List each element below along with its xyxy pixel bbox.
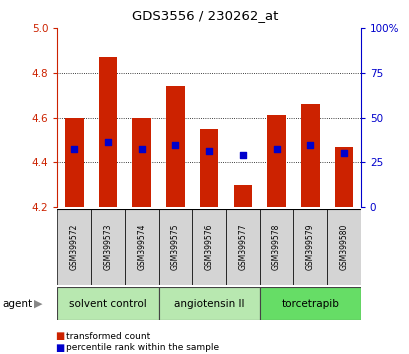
- Text: GDS3556 / 230262_at: GDS3556 / 230262_at: [131, 9, 278, 22]
- Text: ■: ■: [55, 343, 65, 353]
- Bar: [192, 209, 225, 285]
- Text: GSM399573: GSM399573: [103, 224, 112, 270]
- Bar: [300, 104, 319, 207]
- Bar: [293, 209, 326, 285]
- Text: GSM399577: GSM399577: [238, 224, 247, 270]
- Bar: [225, 209, 259, 285]
- Point: [340, 150, 346, 156]
- Bar: [57, 209, 91, 285]
- Point: [71, 146, 77, 152]
- Bar: [57, 287, 158, 320]
- Text: GSM399574: GSM399574: [137, 224, 146, 270]
- Text: percentile rank within the sample: percentile rank within the sample: [65, 343, 218, 352]
- Point: [272, 146, 279, 152]
- Point: [104, 139, 111, 145]
- Text: GSM399576: GSM399576: [204, 224, 213, 270]
- Bar: [259, 209, 293, 285]
- Text: agent: agent: [2, 298, 32, 309]
- Bar: [158, 209, 192, 285]
- Bar: [158, 287, 259, 320]
- Bar: [233, 185, 252, 207]
- Bar: [132, 118, 151, 207]
- Point: [239, 152, 245, 158]
- Text: torcetrapib: torcetrapib: [281, 298, 338, 309]
- Text: transformed count: transformed count: [65, 332, 149, 341]
- Text: GSM399578: GSM399578: [271, 224, 280, 270]
- Bar: [326, 209, 360, 285]
- Point: [172, 142, 178, 147]
- Point: [205, 148, 212, 154]
- Text: angiotensin II: angiotensin II: [173, 298, 244, 309]
- Text: ▶: ▶: [34, 298, 43, 309]
- Point: [138, 146, 145, 152]
- Bar: [99, 57, 117, 207]
- Text: GSM399572: GSM399572: [70, 224, 79, 270]
- Text: solvent control: solvent control: [69, 298, 146, 309]
- Bar: [166, 86, 184, 207]
- Text: ■: ■: [55, 331, 65, 341]
- Bar: [334, 147, 353, 207]
- Bar: [267, 115, 285, 207]
- Bar: [124, 209, 158, 285]
- Bar: [65, 118, 83, 207]
- Text: GSM399580: GSM399580: [339, 224, 348, 270]
- Bar: [199, 129, 218, 207]
- Text: GSM399579: GSM399579: [305, 224, 314, 270]
- Bar: [91, 209, 124, 285]
- Text: GSM399575: GSM399575: [171, 224, 180, 270]
- Point: [306, 142, 313, 147]
- Bar: [259, 287, 360, 320]
